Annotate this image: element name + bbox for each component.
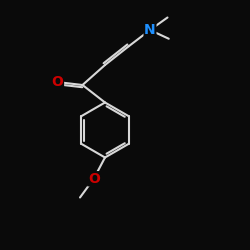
Text: O: O [52,76,64,90]
Text: O: O [88,172,100,186]
Text: N: N [144,23,156,37]
